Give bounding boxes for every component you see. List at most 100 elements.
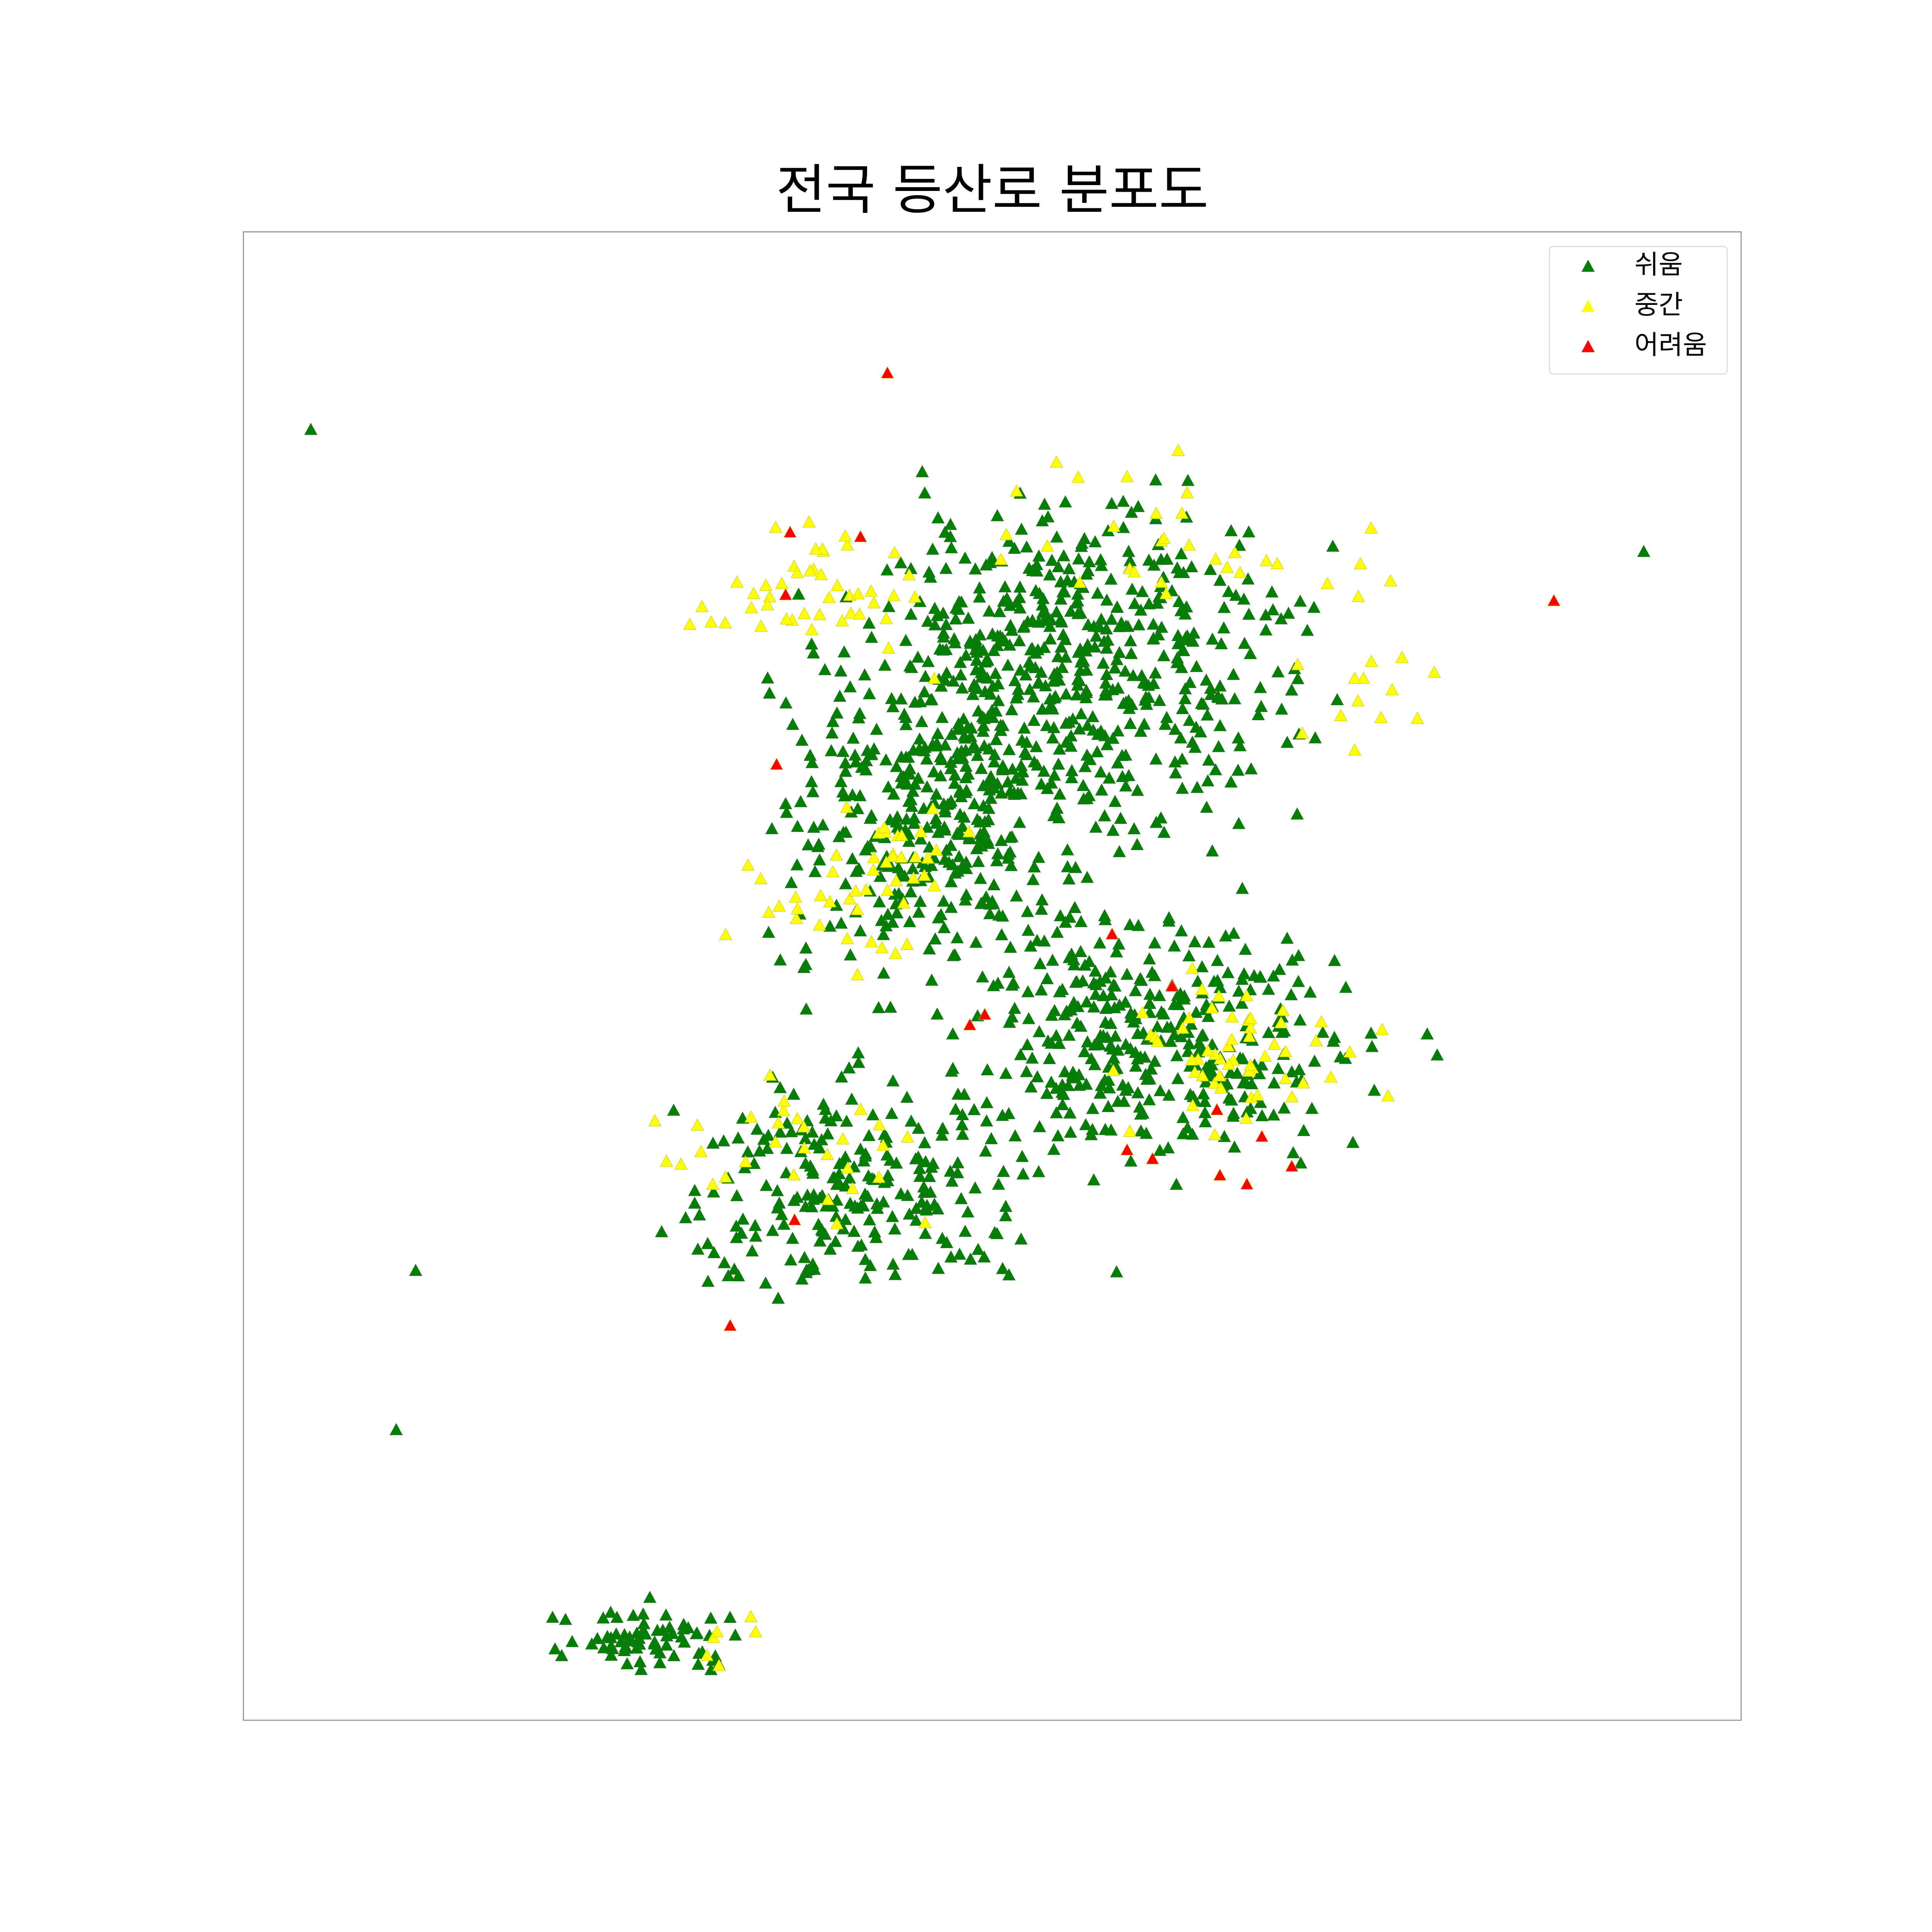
- point-easy: [868, 1225, 881, 1238]
- point-easy: [701, 1275, 715, 1287]
- point-easy: [1136, 585, 1149, 597]
- chart-title: 전국 등산로 분포도: [776, 159, 1208, 222]
- point-easy: [1024, 643, 1037, 656]
- point-easy: [944, 518, 957, 530]
- point-medium: [1010, 484, 1023, 497]
- point-easy: [972, 855, 985, 867]
- point-medium: [648, 1114, 662, 1126]
- point-easy: [848, 748, 862, 761]
- point-easy: [1186, 1128, 1199, 1140]
- point-easy: [1078, 1045, 1091, 1058]
- point-medium: [1240, 1112, 1253, 1124]
- point-medium: [1220, 561, 1234, 573]
- point-medium: [1180, 486, 1194, 498]
- point-easy: [1228, 1140, 1241, 1153]
- point-easy: [723, 1611, 737, 1623]
- point-easy: [1093, 1038, 1107, 1050]
- point-medium: [1321, 577, 1334, 589]
- point-easy: [882, 600, 896, 612]
- point-easy: [1235, 973, 1249, 985]
- point-easy: [1047, 674, 1060, 687]
- point-easy: [852, 862, 866, 874]
- point-easy: [780, 1142, 794, 1154]
- point-medium: [1315, 1015, 1328, 1027]
- point-easy: [928, 1197, 941, 1210]
- point-easy: [903, 659, 917, 672]
- point-easy: [1004, 859, 1018, 871]
- point-easy: [859, 1253, 872, 1265]
- point-easy: [760, 1179, 773, 1191]
- point-easy: [1430, 1048, 1444, 1061]
- point-medium: [802, 515, 816, 527]
- point-medium: [1209, 552, 1223, 565]
- point-medium: [1244, 1058, 1257, 1071]
- point-easy: [1076, 974, 1090, 986]
- point-medium: [887, 589, 901, 601]
- point-easy: [1172, 998, 1185, 1010]
- point-easy: [1098, 809, 1111, 821]
- point-easy: [1104, 572, 1118, 585]
- point-easy: [1009, 772, 1023, 784]
- point-easy: [1236, 882, 1249, 894]
- point-easy: [630, 1626, 644, 1639]
- point-easy: [888, 1222, 901, 1235]
- point-medium: [1000, 528, 1013, 540]
- point-easy: [1204, 688, 1218, 700]
- point-easy: [721, 1269, 735, 1281]
- point-medium: [710, 1625, 724, 1637]
- point-easy: [1046, 731, 1060, 744]
- point-easy: [813, 1191, 827, 1204]
- point-easy: [759, 1276, 772, 1289]
- point-medium: [1251, 1088, 1264, 1101]
- point-easy: [728, 1628, 742, 1641]
- point-medium: [851, 968, 864, 980]
- point-easy: [1205, 1065, 1218, 1077]
- point-easy: [888, 1268, 902, 1280]
- point-easy: [1009, 1129, 1022, 1141]
- point-easy: [1044, 1036, 1058, 1049]
- point-easy: [745, 1244, 759, 1257]
- point-easy: [1157, 649, 1170, 662]
- point-easy: [1111, 600, 1124, 613]
- point-easy: [1053, 787, 1066, 800]
- point-medium: [759, 578, 772, 591]
- point-easy: [1307, 600, 1321, 613]
- point-easy: [1143, 952, 1156, 964]
- point-easy: [1086, 1102, 1099, 1114]
- point-easy: [736, 1213, 750, 1225]
- point-easy: [980, 1114, 993, 1127]
- point-easy: [837, 645, 851, 658]
- point-easy: [1058, 585, 1071, 598]
- point-medium: [909, 850, 922, 862]
- point-easy: [830, 1109, 843, 1122]
- point-medium: [840, 801, 854, 813]
- point-easy: [1119, 995, 1132, 1008]
- point-easy: [960, 862, 973, 874]
- point-easy: [1162, 914, 1176, 927]
- point-easy: [939, 562, 953, 574]
- point-medium: [1176, 1021, 1189, 1034]
- point-easy: [910, 1202, 923, 1214]
- point-easy: [1030, 934, 1044, 946]
- point-easy: [1117, 521, 1130, 533]
- point-easy: [808, 865, 822, 877]
- point-easy: [1100, 668, 1113, 680]
- legend-item-medium: 중간: [1581, 290, 1683, 320]
- point-medium: [1296, 726, 1309, 739]
- point-easy: [828, 1170, 841, 1183]
- point-hard: [1547, 594, 1561, 606]
- point-easy: [1040, 719, 1053, 731]
- point-easy: [1102, 1100, 1115, 1112]
- point-easy: [799, 1156, 812, 1169]
- point-easy: [931, 511, 945, 524]
- point-medium: [787, 1168, 801, 1180]
- point-hard: [854, 530, 867, 542]
- point-easy: [1112, 620, 1126, 632]
- point-medium: [867, 851, 881, 863]
- point-easy: [1031, 1070, 1044, 1083]
- point-easy: [988, 1226, 1002, 1238]
- point-easy: [675, 1630, 688, 1643]
- point-easy: [1104, 1123, 1118, 1136]
- point-easy: [1074, 945, 1087, 957]
- point-easy: [1181, 1045, 1195, 1057]
